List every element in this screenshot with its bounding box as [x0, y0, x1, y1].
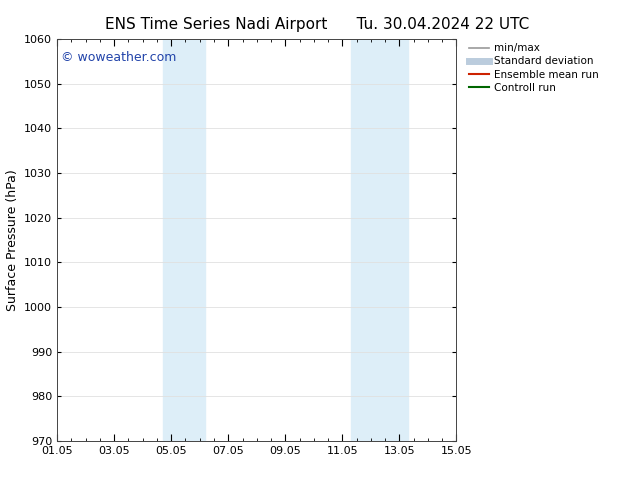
Bar — [162, 39, 205, 441]
Bar — [351, 39, 408, 441]
Y-axis label: Surface Pressure (hPa): Surface Pressure (hPa) — [6, 169, 18, 311]
Text: © woweather.com: © woweather.com — [61, 51, 176, 64]
Text: ENS Time Series Nadi Airport      Tu. 30.04.2024 22 UTC: ENS Time Series Nadi Airport Tu. 30.04.2… — [105, 17, 529, 32]
Legend: min/max, Standard deviation, Ensemble mean run, Controll run: min/max, Standard deviation, Ensemble me… — [465, 39, 602, 97]
